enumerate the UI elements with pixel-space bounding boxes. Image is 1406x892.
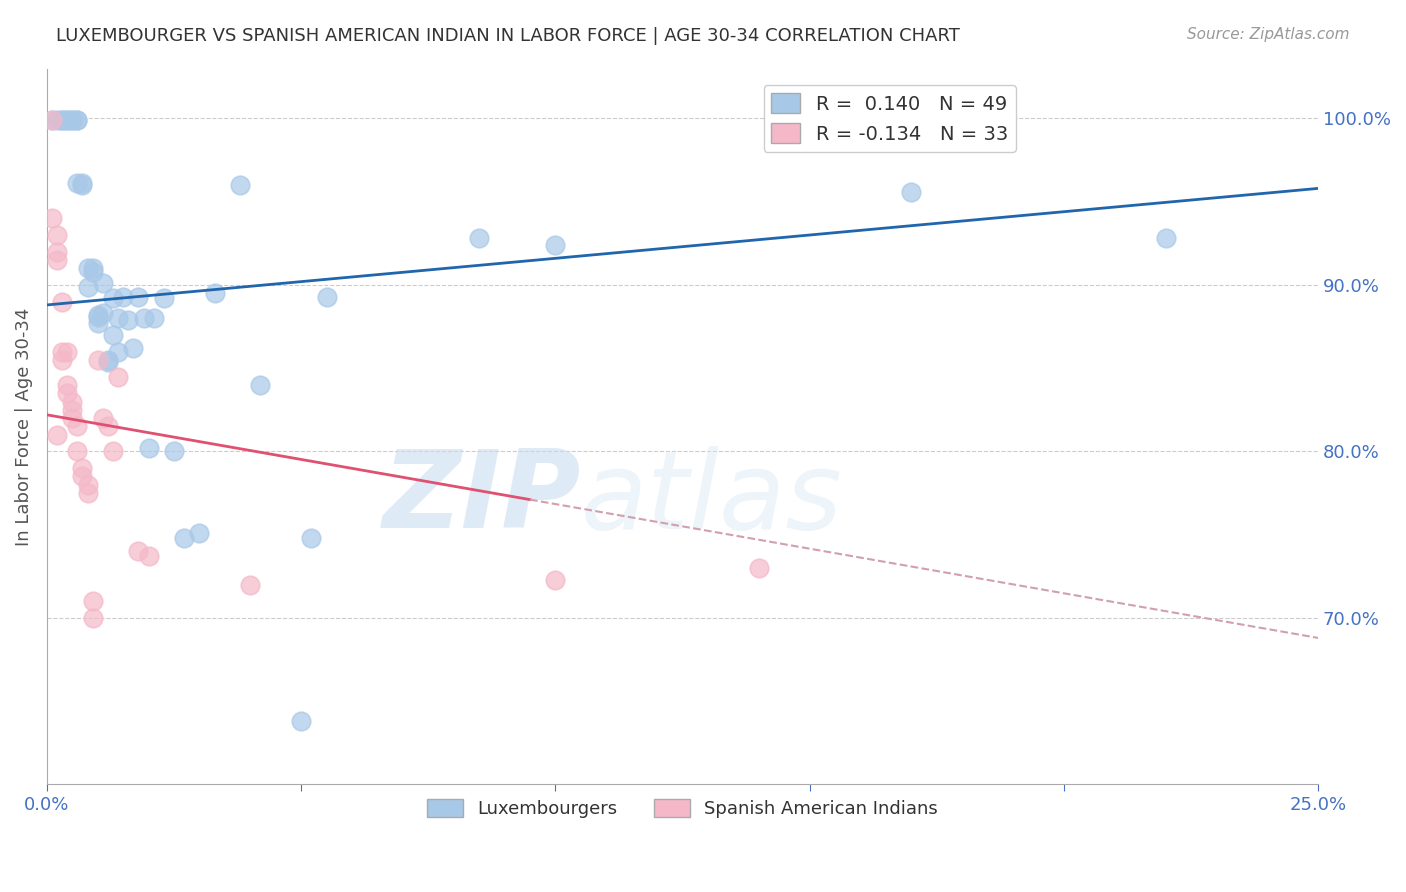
Point <box>87 352 110 367</box>
Point <box>60 411 83 425</box>
Point <box>46 227 69 242</box>
Point <box>229 178 252 192</box>
Point <box>82 611 104 625</box>
Point <box>204 286 226 301</box>
Point <box>56 344 79 359</box>
Point <box>91 411 114 425</box>
Point <box>173 531 195 545</box>
Point <box>76 261 98 276</box>
Point <box>72 461 94 475</box>
Point <box>51 113 73 128</box>
Point <box>299 531 322 545</box>
Point <box>66 113 89 128</box>
Point <box>239 577 262 591</box>
Point <box>1154 231 1177 245</box>
Point <box>41 113 63 128</box>
Point <box>153 291 176 305</box>
Point <box>544 238 567 252</box>
Point <box>91 277 114 291</box>
Text: ZIP: ZIP <box>382 445 581 551</box>
Point <box>748 561 770 575</box>
Point <box>97 419 120 434</box>
Point <box>107 311 129 326</box>
Point <box>60 394 83 409</box>
Point <box>76 486 98 500</box>
Point <box>72 177 94 191</box>
Point <box>138 549 160 564</box>
Point <box>41 211 63 226</box>
Point <box>66 113 89 128</box>
Text: Source: ZipAtlas.com: Source: ZipAtlas.com <box>1187 27 1350 42</box>
Point <box>468 231 491 245</box>
Point <box>101 291 124 305</box>
Point <box>56 113 79 128</box>
Point <box>122 341 145 355</box>
Point <box>72 469 94 483</box>
Point <box>290 714 312 728</box>
Point <box>46 252 69 267</box>
Point <box>132 311 155 326</box>
Point <box>51 344 73 359</box>
Y-axis label: In Labor Force | Age 30-34: In Labor Force | Age 30-34 <box>15 307 32 546</box>
Point <box>56 377 79 392</box>
Point <box>97 352 120 367</box>
Point <box>142 311 165 326</box>
Point <box>112 290 135 304</box>
Point <box>87 310 110 324</box>
Point <box>107 344 129 359</box>
Point <box>66 177 89 191</box>
Point <box>107 369 129 384</box>
Point <box>60 113 83 128</box>
Point <box>249 377 271 392</box>
Point <box>82 261 104 276</box>
Point <box>87 308 110 322</box>
Text: atlas: atlas <box>581 446 842 550</box>
Point <box>101 444 124 458</box>
Point <box>56 113 79 128</box>
Point <box>82 594 104 608</box>
Point <box>66 419 89 434</box>
Point <box>41 113 63 128</box>
Point <box>87 316 110 330</box>
Point <box>46 427 69 442</box>
Legend: Luxembourgers, Spanish American Indians: Luxembourgers, Spanish American Indians <box>420 792 945 825</box>
Point <box>127 544 149 558</box>
Point <box>544 573 567 587</box>
Point <box>51 352 73 367</box>
Point <box>91 306 114 320</box>
Point <box>188 526 211 541</box>
Text: LUXEMBOURGER VS SPANISH AMERICAN INDIAN IN LABOR FORCE | AGE 30-34 CORRELATION C: LUXEMBOURGER VS SPANISH AMERICAN INDIAN … <box>56 27 960 45</box>
Point <box>72 178 94 192</box>
Point <box>101 327 124 342</box>
Point <box>900 185 922 199</box>
Point <box>60 113 83 128</box>
Point <box>76 477 98 491</box>
Point <box>138 441 160 455</box>
Point <box>127 290 149 304</box>
Point <box>46 244 69 259</box>
Point <box>82 265 104 279</box>
Point <box>60 402 83 417</box>
Point <box>76 279 98 293</box>
Point <box>51 294 73 309</box>
Point <box>315 290 337 304</box>
Point <box>163 444 186 458</box>
Point <box>117 313 139 327</box>
Point <box>46 113 69 128</box>
Point <box>51 113 73 128</box>
Point <box>97 354 120 368</box>
Point <box>66 444 89 458</box>
Point <box>56 386 79 401</box>
